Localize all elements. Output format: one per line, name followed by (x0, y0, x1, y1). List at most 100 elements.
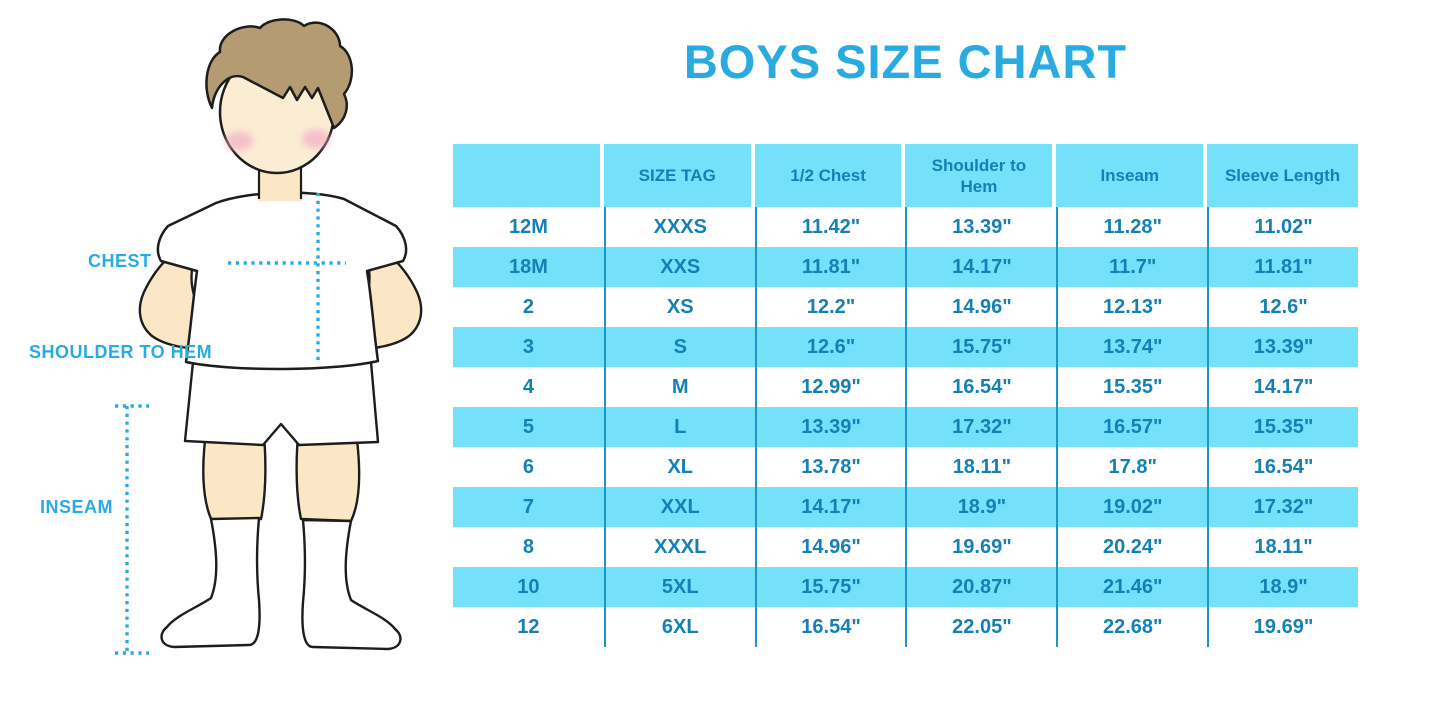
table-cell: XS (603, 287, 755, 327)
column-header: Sleeve Length (1207, 144, 1358, 207)
page-title: BOYS SIZE CHART (683, 35, 1128, 88)
hair (205, 18, 353, 130)
shorts (183, 360, 380, 447)
left-sock (160, 516, 261, 649)
table-row: 10 5XL 15.75" 20.87" 21.46" 18.9" (453, 567, 1358, 607)
table-cell: 11.81" (1207, 247, 1358, 287)
table-cell: 15.35" (1207, 407, 1358, 447)
inseam-measure-line (115, 404, 149, 655)
column-header: Shoulder to Hem (905, 144, 1057, 207)
table-cell: 12.2" (754, 287, 906, 327)
table-cell: 21.46" (1056, 567, 1207, 607)
right-sock (301, 518, 402, 651)
table-cell: 11.7" (1056, 247, 1207, 287)
table-row: 8 XXXL 14.96" 19.69" 20.24" 18.11" (453, 527, 1358, 567)
table-cell: 19.69" (1207, 607, 1358, 647)
table-cell: 6 (522, 455, 534, 478)
table-cell: 13.78" (754, 447, 906, 487)
shoulder-to-hem-label: SHOULDER TO HEM (29, 342, 213, 362)
table-row: 12M XXXS 11.42" 13.39" 11.28" 11.02" (453, 207, 1358, 247)
table-row: 12 6XL 16.54" 22.05" 22.68" 19.69" (453, 607, 1358, 647)
table-body: 12M XXXS 11.42" 13.39" 11.28" 11.02" 18M XXS 11.… (453, 207, 1358, 647)
table-cell: 12M (508, 215, 548, 238)
table-cell: 17.32" (905, 407, 1056, 447)
table-row: 18M XXS 11.81" 14.17" 11.7" 11.81" (453, 247, 1358, 287)
chest-label: CHEST (88, 251, 152, 271)
table-cell: 12.13" (1056, 287, 1207, 327)
table-cell: 13.39" (1207, 327, 1358, 367)
table-row: 5 L 13.39" 17.32" 16.57" 15.35" (453, 407, 1358, 447)
table-cell: 12.99" (754, 367, 906, 407)
table-cell: 5 (522, 415, 534, 438)
table-cell: 13.74" (1056, 327, 1207, 367)
table-cell: XXXL (603, 527, 755, 567)
table-row: 7 XXL 14.17" 18.9" 19.02" 17.32" (453, 487, 1358, 527)
table-cell: 10 (517, 575, 540, 598)
table-cell: 14.96" (905, 287, 1056, 327)
table-cell: 16.54" (1207, 447, 1358, 487)
table-cell: 13.39" (754, 407, 906, 447)
table-cell: 15.75" (905, 327, 1056, 367)
table-cell: 14.17" (905, 247, 1056, 287)
table-cell: M (603, 367, 755, 407)
right-cheek-blush (302, 129, 330, 149)
table-cell: 14.17" (1207, 367, 1358, 407)
column-header: Inseam (1056, 144, 1208, 207)
table-cell: 18.11" (1207, 527, 1358, 567)
table-row: 2 XS 12.2" 14.96" 12.13" 12.6" (453, 287, 1358, 327)
table-cell: 20.87" (905, 567, 1056, 607)
table-row: 3 S 12.6" 15.75" 13.74" 13.39" (453, 327, 1358, 367)
table-cell: 12.6" (1207, 287, 1358, 327)
table-cell: XXS (603, 247, 755, 287)
table-cell: 11.28" (1056, 207, 1207, 247)
table-cell: 16.57" (1056, 407, 1207, 447)
left-cheek-blush (225, 131, 253, 151)
table-cell: S (603, 327, 755, 367)
table-cell: 17.8" (1056, 447, 1207, 487)
inseam-label: INSEAM (40, 497, 114, 517)
table-cell: 18M (508, 255, 548, 278)
tshirt (156, 191, 408, 371)
column-header (453, 144, 604, 207)
table-cell: 4 (522, 375, 534, 398)
table-cell: 19.69" (905, 527, 1056, 567)
table-cell: L (603, 407, 755, 447)
table-cell: 15.75" (754, 567, 906, 607)
table-cell: 12 (517, 615, 540, 638)
table-cell: 15.35" (1056, 367, 1207, 407)
table-cell: 11.42" (754, 207, 906, 247)
table-cell: 14.17" (754, 487, 906, 527)
table-cell: 22.05" (905, 607, 1056, 647)
table-cell: 11.81" (754, 247, 906, 287)
table-cell: 20.24" (1056, 527, 1207, 567)
table-cell: 11.02" (1207, 207, 1358, 247)
table-cell: 6XL (603, 607, 755, 647)
table-cell: 17.32" (1207, 487, 1358, 527)
table-cell: 18.9" (1207, 567, 1358, 607)
left-leg (202, 423, 267, 523)
column-header: 1/2 Chest (754, 144, 906, 207)
table-cell: XL (603, 447, 755, 487)
table-cell: XXL (603, 487, 755, 527)
table-cell: 18.11" (905, 447, 1056, 487)
table-cell: 7 (522, 495, 534, 518)
table-header-row: SIZE TAG 1/2 Chest Shoulder to Hem Inseam Sl… (453, 144, 1358, 207)
table-cell: 13.39" (905, 207, 1056, 247)
table-row: 4 M 12.99" 16.54" 15.35" 14.17" (453, 367, 1358, 407)
boy-illustration (115, 18, 423, 655)
boy-figure-panel: CHEST SHOULDER TO HEM INSEAM (0, 0, 450, 723)
table-cell: 2 (522, 295, 534, 318)
size-table: SIZE TAG 1/2 Chest Shoulder to Hem Inseam Sl… (453, 144, 1358, 647)
column-header: SIZE TAG (603, 144, 755, 207)
table-cell: 8 (522, 535, 534, 558)
table-cell: 3 (522, 335, 534, 358)
table-cell: 16.54" (905, 367, 1056, 407)
table-cell: 16.54" (754, 607, 906, 647)
table-cell: 12.6" (754, 327, 906, 367)
table-cell: 14.96" (754, 527, 906, 567)
table-row: 6 XL 13.78" 18.11" 17.8" 16.54" (453, 447, 1358, 487)
table-cell: XXXS (603, 207, 755, 247)
table-cell: 19.02" (1056, 487, 1207, 527)
table-cell: 22.68" (1056, 607, 1207, 647)
